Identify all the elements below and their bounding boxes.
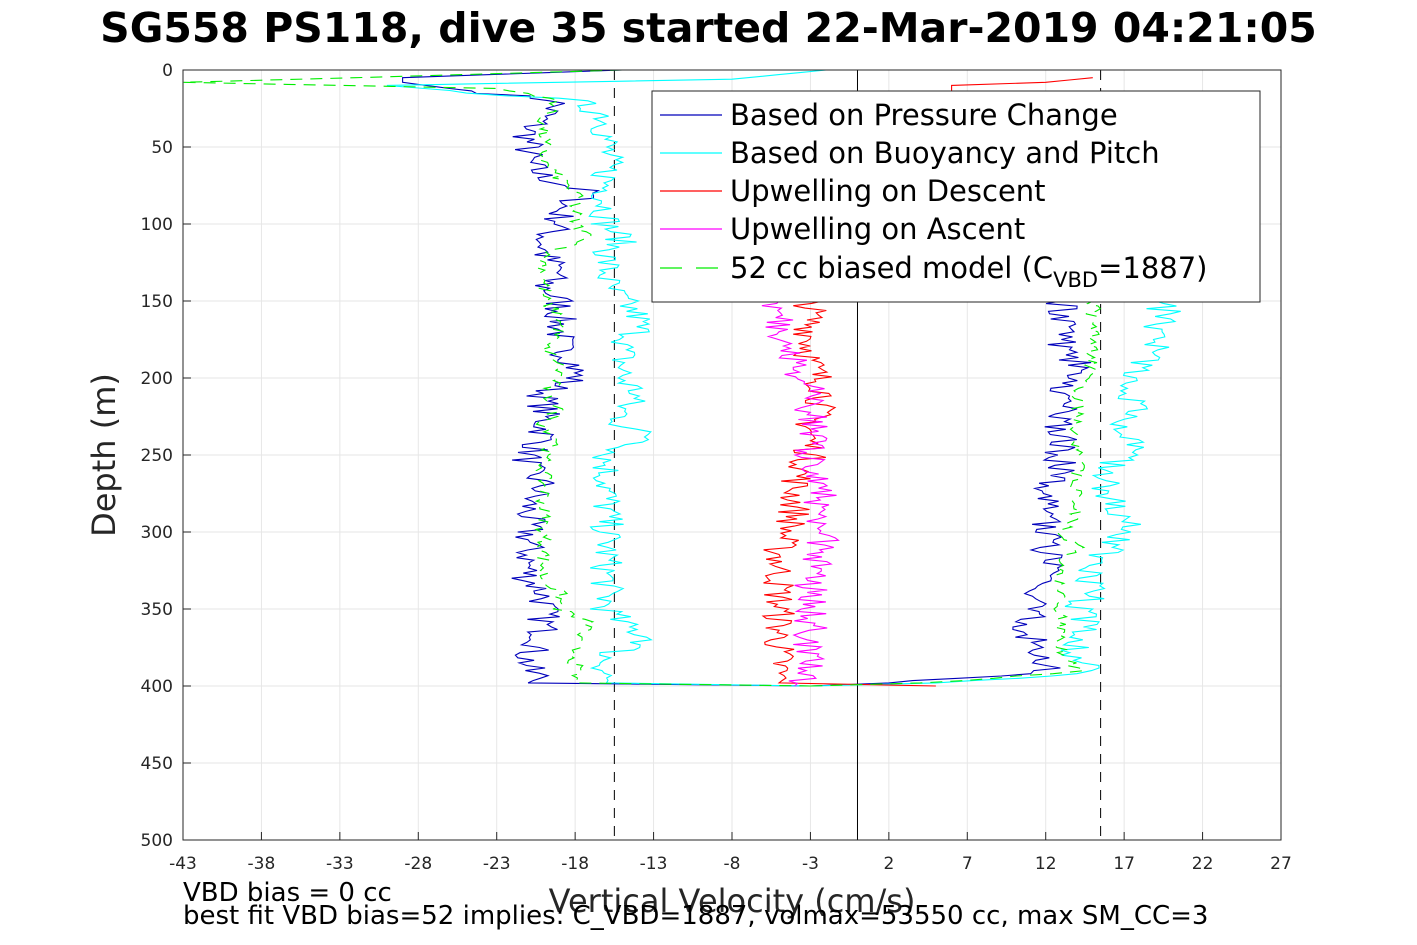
series-line-pressure-ascent	[810, 300, 1092, 687]
y-axis-label: Depth (m)	[85, 373, 123, 537]
y-tick-label: 50	[151, 138, 173, 158]
legend-label-buoyancy: Based on Buoyancy and Pitch	[730, 136, 1160, 170]
legend-label-upasc: Upwelling on Ascent	[730, 212, 1025, 246]
legend-label-model-main: 52 cc biased model (C	[730, 251, 1053, 285]
series-line-pressure-descent	[402, 69, 811, 687]
series-line-buoyancy-ascent	[810, 300, 1181, 687]
y-tick-label: 300	[141, 523, 173, 543]
x-axis-label: Vertical Velocity (cm/s)	[549, 882, 916, 920]
x-tick-label: -33	[326, 854, 354, 874]
legend-label-pressure: Based on Pressure Change	[730, 98, 1118, 132]
x-tick-label: -3	[802, 854, 819, 874]
x-tick-label: -28	[404, 854, 432, 874]
legend-box	[651, 90, 1261, 303]
x-tick-label: -43	[169, 854, 197, 874]
y-tick-labels: 0 50 100 150 200 250 300 350 400 450 500	[141, 61, 191, 851]
x-tick-label: 17	[1113, 854, 1135, 874]
x-tick-label: 27	[1270, 854, 1292, 874]
x-tick-label: -23	[483, 854, 511, 874]
footer-vbd-bias: VBD bias = 0 cc	[183, 878, 392, 908]
y-tick-label: 500	[141, 831, 173, 851]
x-tick-label: -18	[561, 854, 589, 874]
legend-label-model: 52 cc biased model (CVBD=1887)	[730, 251, 1208, 292]
series-line-model-descent	[182, 69, 811, 687]
series-line-upasc-ascent	[761, 300, 840, 687]
x-tick-label: -38	[248, 854, 276, 874]
y-tick-label: 250	[141, 446, 173, 466]
legend-label-updown: Upwelling on Descent	[730, 174, 1046, 208]
x-tick-label: 12	[1035, 854, 1057, 874]
legend: Based on Pressure Change Based on Buoyan…	[651, 90, 1261, 303]
y-tick-label: 350	[141, 600, 173, 620]
series-line-buoyancy-descent	[386, 69, 827, 687]
legend-label-model-suffix: =1887)	[1098, 251, 1207, 285]
x-tick-label: 22	[1192, 854, 1214, 874]
y-tick-label: 150	[141, 292, 173, 312]
y-tick-label: 100	[141, 215, 173, 235]
data-series	[182, 69, 1181, 687]
x-tick-label: -8	[724, 854, 741, 874]
chart-title: SG558 PS118, dive 35 started 22-Mar-2019…	[100, 4, 1317, 52]
x-tick-label: 7	[962, 854, 973, 874]
x-tick-label: -13	[640, 854, 668, 874]
legend-label-model-subscript: VBD	[1053, 268, 1098, 292]
footer-best-fit: best fit VBD bias=52 implies: C_VBD=1887…	[183, 901, 1209, 931]
y-tick-label: 200	[141, 369, 173, 389]
y-tick-label: 0	[162, 61, 173, 81]
x-tick-label: 2	[883, 854, 894, 874]
y-tick-label: 400	[141, 677, 173, 697]
series-line-model-ascent	[810, 300, 1102, 687]
x-tick-labels: -43 -38 -33 -28 -23 -18 -13 -8 -3 2 7 12 17 22 27	[169, 832, 1292, 874]
y-tick-label: 450	[141, 754, 173, 774]
